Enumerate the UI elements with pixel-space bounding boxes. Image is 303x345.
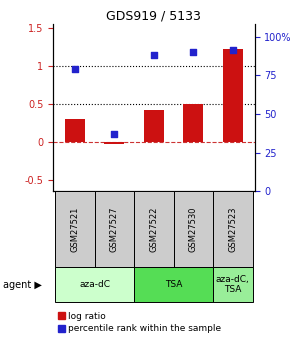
Text: aza-dC: aza-dC [79,280,110,289]
Point [152,52,156,58]
Point [72,66,77,72]
Bar [183,104,203,142]
Text: GSM27523: GSM27523 [228,207,237,252]
Bar [55,267,134,302]
Text: TSA: TSA [165,280,182,289]
Bar [105,142,124,144]
Title: GDS919 / 5133: GDS919 / 5133 [106,10,201,23]
Point [191,49,196,55]
Legend: log ratio, percentile rank within the sample: log ratio, percentile rank within the sa… [58,312,221,333]
Text: GSM27530: GSM27530 [189,207,198,252]
Bar [144,110,164,142]
Bar [95,191,134,267]
Text: GSM27522: GSM27522 [149,207,158,252]
Bar [55,191,95,267]
Bar [174,191,213,267]
Point [230,48,235,53]
Text: agent ▶: agent ▶ [3,280,42,289]
Bar [213,191,252,267]
Text: GSM27527: GSM27527 [110,207,119,252]
Bar [134,267,213,302]
Bar [134,191,174,267]
Bar [65,119,85,142]
Text: GSM27521: GSM27521 [70,207,79,252]
Bar [213,267,252,302]
Bar [223,49,243,142]
Text: aza-dC,
TSA: aza-dC, TSA [216,275,250,294]
Point [112,131,117,137]
